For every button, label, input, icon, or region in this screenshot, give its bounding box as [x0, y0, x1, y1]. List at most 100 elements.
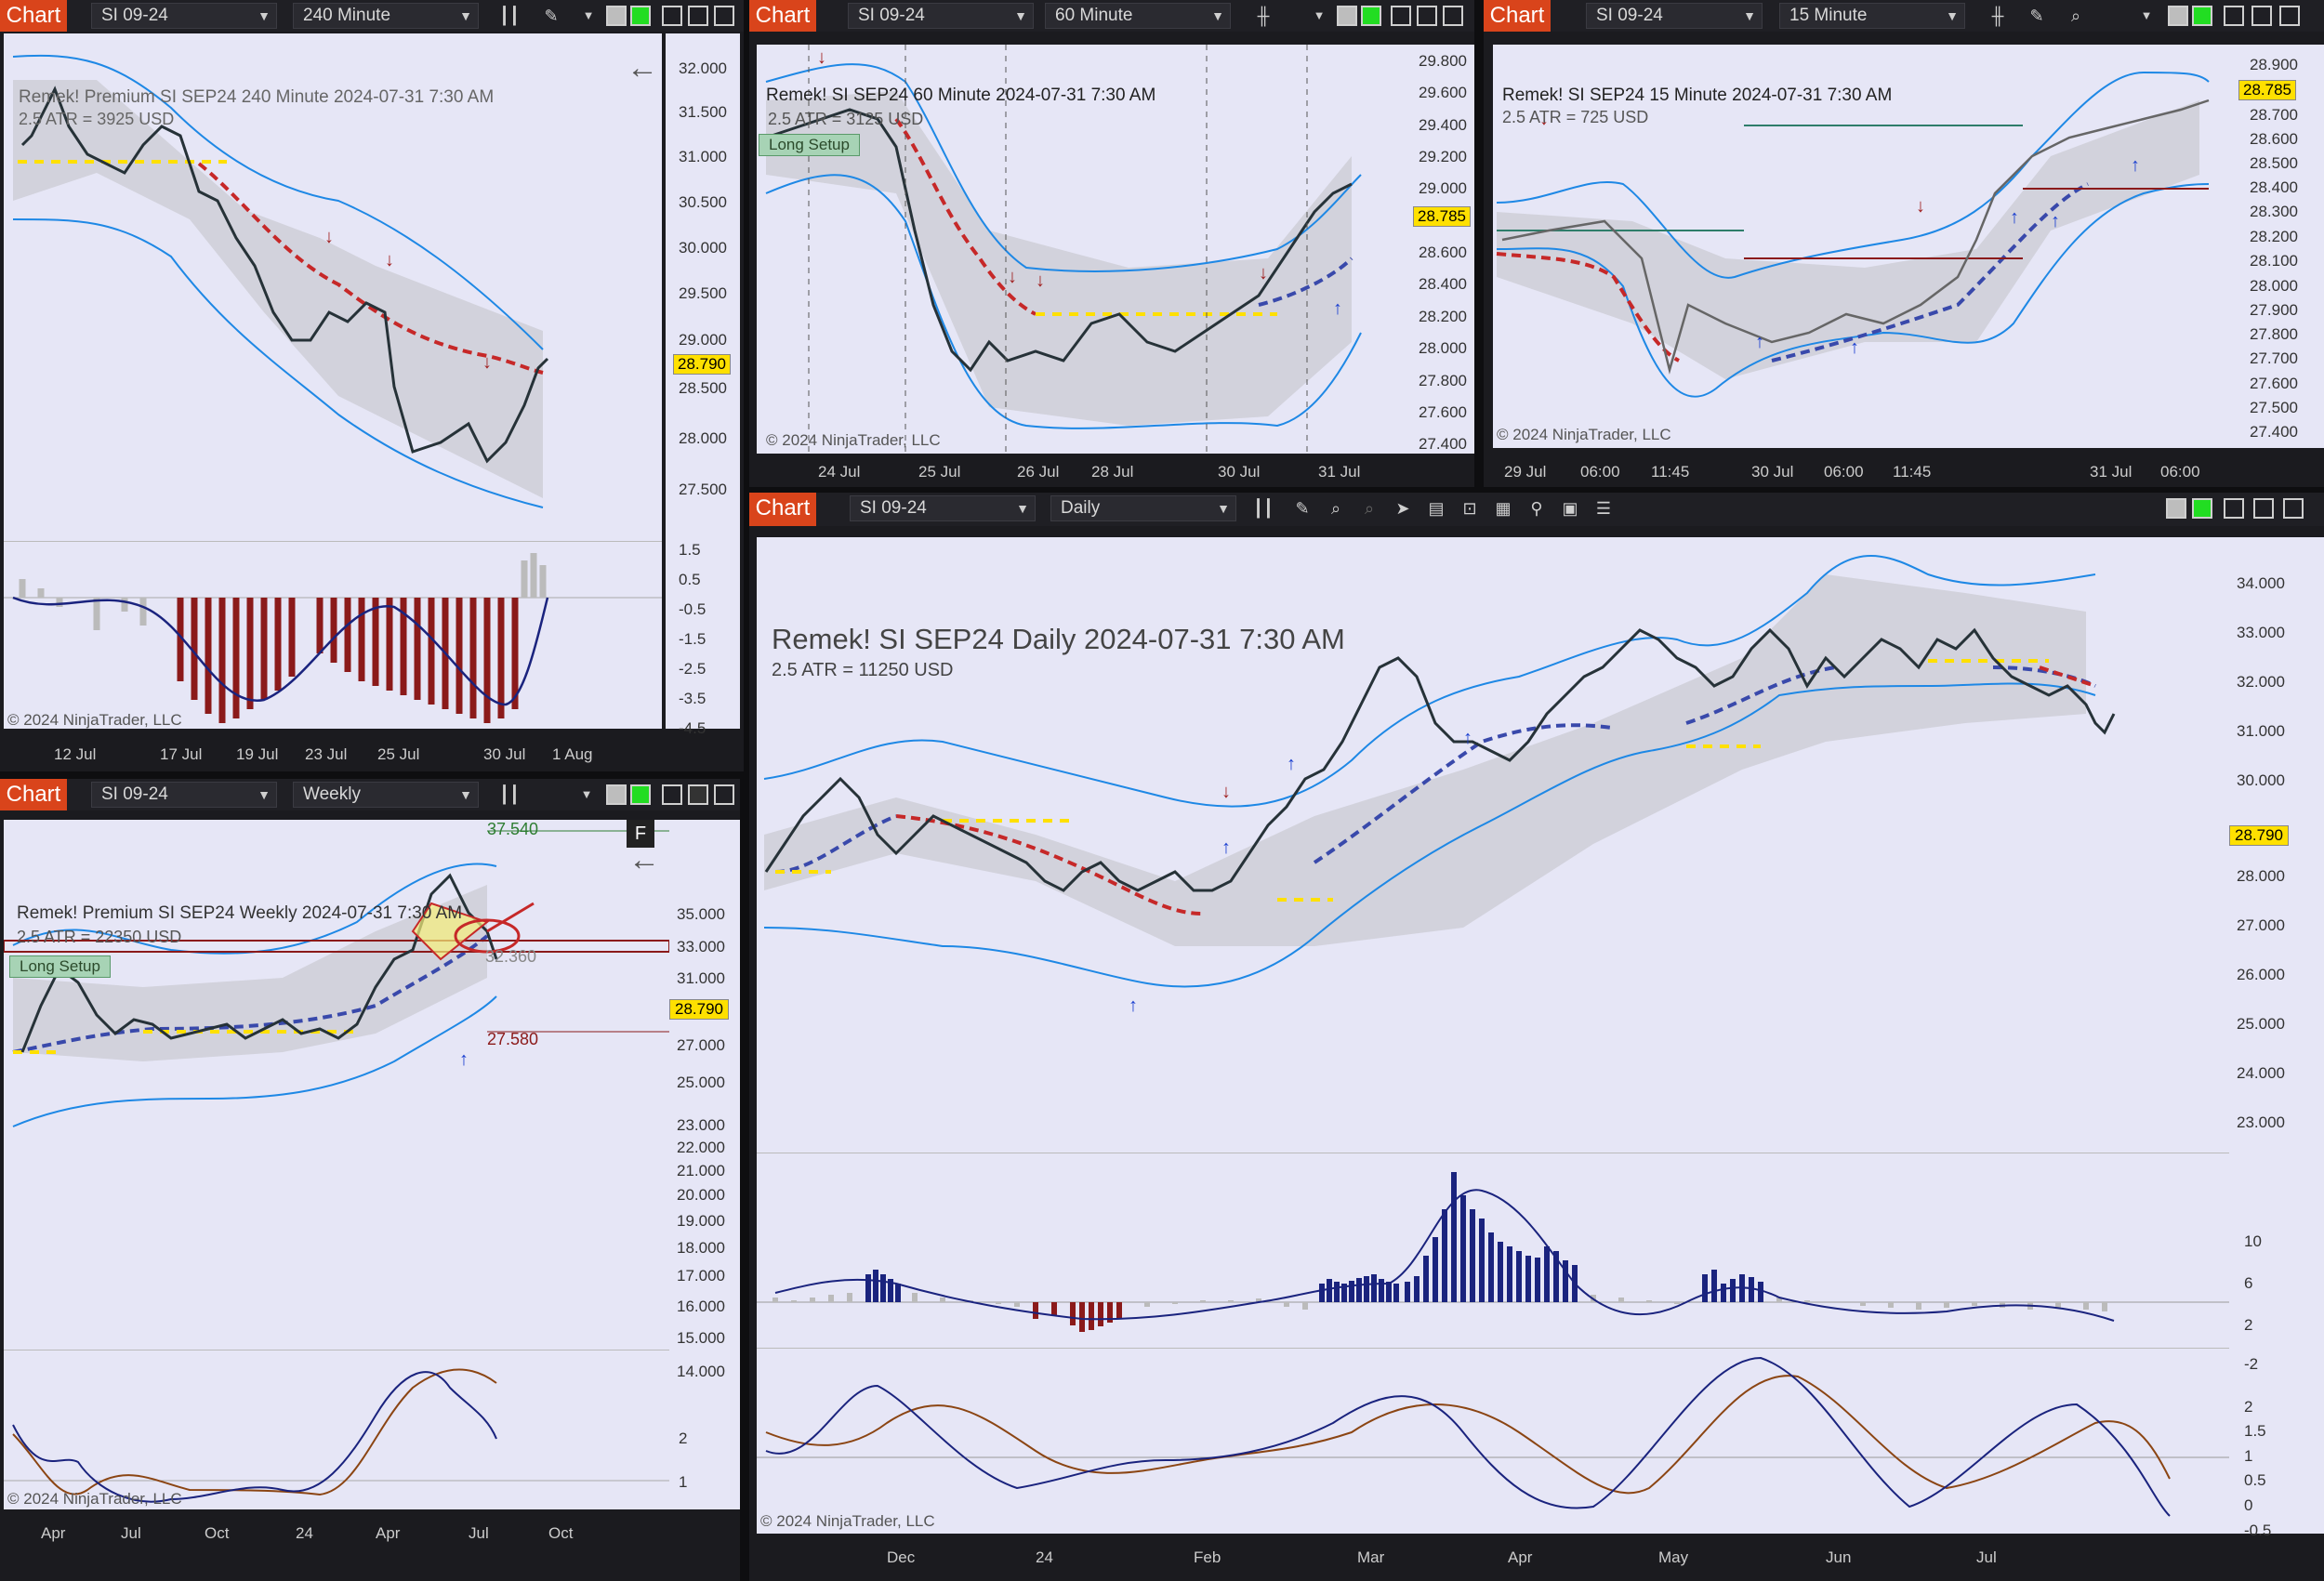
price-chart-svg: ↑ ← [3, 830, 670, 1127]
price-candles [765, 108, 1353, 373]
toggle-button[interactable] [606, 6, 627, 26]
interval-selector[interactable]: 15 Minute ▼ [1779, 3, 1965, 29]
restore-button[interactable] [688, 784, 708, 805]
oscillator-svg [4, 553, 662, 723]
chevron-down-icon: ▼ [1014, 8, 1027, 23]
chart-menu-button[interactable]: Chart [749, 493, 816, 526]
price-plot[interactable]: ↓ ↓ ↑ ↑ ↑ ↑ ↑ Remek! SI SEP24 15 Minute … [1493, 45, 2237, 448]
chevron-down-icon[interactable]: ▼ [2140, 8, 2153, 22]
close-button[interactable] [714, 6, 734, 26]
x-tick: 31 Jul [2090, 463, 2133, 481]
zoom-out-icon[interactable]: ⌕ [1364, 499, 1375, 518]
restore-button[interactable] [688, 6, 708, 26]
restore-button[interactable] [2251, 6, 2272, 26]
instrument-selector[interactable]: SI 09-24 ▼ [848, 3, 1034, 29]
calculator-icon[interactable]: ▣ [1562, 499, 1578, 518]
bar-style-icon[interactable]: ╫ [1991, 7, 2004, 25]
signal-line-bull [1258, 257, 1353, 307]
chevron-down-icon[interactable]: ▼ [1313, 8, 1326, 22]
toggle-button[interactable] [1361, 6, 1381, 26]
instrument-selector[interactable]: SI 09-24 ▼ [850, 495, 1036, 521]
chevron-down-icon[interactable]: ▼ [580, 787, 593, 801]
close-button[interactable] [2283, 498, 2304, 519]
chart-menu-button[interactable]: Chart [0, 779, 67, 810]
y-tick: 19.000 [677, 1212, 725, 1230]
toggle-button[interactable] [2192, 498, 2212, 519]
minimize-button[interactable] [1391, 6, 1411, 26]
copyright: © 2024 NinjaTrader, LLC [7, 711, 182, 729]
close-button[interactable] [714, 784, 734, 805]
instrument-selector[interactable]: SI 09-24 ▼ [1586, 3, 1763, 29]
x-tick: Jul [1976, 1548, 1997, 1566]
toggle-button[interactable] [606, 784, 627, 805]
toggle-button[interactable] [630, 6, 651, 26]
x-tick: Mar [1357, 1548, 1385, 1566]
bar-style-icon[interactable]: ┃┃ [1253, 499, 1274, 518]
oscillator-plot[interactable]: © 2024 NinjaTrader, LLC [4, 541, 662, 729]
drawing-tool-icon[interactable]: ✎ [2029, 7, 2044, 25]
properties-icon[interactable]: ⊡ [1462, 499, 1477, 518]
chart-toolbar: Chart SI 09-24 ▼ 15 Minute ▼ ╫ ✎ ⌕ ▼ [1484, 0, 2324, 32]
x-tick: 19 Jul [236, 745, 279, 763]
bar-style-icon[interactable]: ┃┃ [499, 7, 520, 25]
chevron-down-icon[interactable]: ▼ [582, 8, 595, 22]
instrument-selector[interactable]: SI 09-24 ▼ [91, 3, 277, 29]
minimize-button[interactable] [662, 6, 682, 26]
signal-line-bear [2039, 665, 2096, 688]
strategies-icon[interactable]: ⚲ [1530, 499, 1543, 518]
chart-menu-button[interactable]: Chart [749, 0, 816, 32]
minimize-button[interactable] [2224, 498, 2244, 519]
x-tick: 25 Jul [918, 463, 961, 481]
toggle-button[interactable] [2168, 6, 2188, 26]
list-icon[interactable]: ☰ [1595, 499, 1612, 518]
flag-icon[interactable]: F [627, 820, 654, 848]
minimize-button[interactable] [2224, 6, 2244, 26]
osc-tick: 1.5 [2244, 1422, 2266, 1440]
chart-menu-button[interactable]: Chart [1484, 0, 1551, 32]
copyright: © 2024 NinjaTrader, LLC [766, 431, 941, 449]
interval-selector[interactable]: Daily ▼ [1050, 495, 1236, 521]
interval-selector[interactable]: Weekly ▼ [293, 782, 479, 808]
zoom-icon[interactable]: ⌕ [2070, 7, 2081, 25]
data-box-icon[interactable]: ▤ [1428, 499, 1445, 518]
x-tick: 24 Jul [818, 463, 861, 481]
instrument-label: SI 09-24 [101, 6, 168, 25]
close-button[interactable] [2279, 6, 2300, 26]
chevron-down-icon: ▼ [1743, 8, 1756, 23]
oscillator-plot[interactable]: © 2024 NinjaTrader, LLC [4, 1350, 669, 1509]
toggle-button[interactable] [1337, 6, 1357, 26]
restore-button[interactable] [1417, 6, 1437, 26]
down-arrow-icon: ↓ [1008, 267, 1017, 287]
instrument-selector[interactable]: SI 09-24 ▼ [91, 782, 277, 808]
restore-button[interactable] [2253, 498, 2274, 519]
zoom-in-icon[interactable]: ⌕ [1330, 499, 1341, 518]
down-arrow-icon: ↓ [1036, 270, 1045, 291]
last-price-tag: 28.785 [2238, 80, 2296, 100]
toggle-button[interactable] [2192, 6, 2212, 26]
back-arrow-icon[interactable]: ← [628, 842, 660, 877]
price-chart-svg: ↓ ↓ ↓ ← [12, 50, 658, 508]
toggle-button[interactable] [630, 784, 651, 805]
x-tick: 12 Jul [54, 745, 97, 763]
signal-line [765, 1375, 2171, 1495]
close-button[interactable] [1443, 6, 1463, 26]
drawing-tool-icon[interactable]: ✎ [544, 7, 559, 25]
up-arrow-icon: ↑ [1463, 728, 1472, 748]
interval-selector[interactable]: 60 Minute ▼ [1045, 3, 1231, 29]
histogram-plot[interactable] [757, 1153, 2229, 1348]
bar-style-icon[interactable]: ┃┃ [499, 785, 520, 804]
bar-style-icon[interactable]: ╫ [1257, 7, 1270, 25]
minimize-button[interactable] [662, 784, 682, 805]
interval-selector[interactable]: 240 Minute ▼ [293, 3, 479, 29]
upper-band [1496, 71, 2210, 279]
toggle-button[interactable] [2166, 498, 2186, 519]
pointer-icon[interactable]: ➤ [1395, 499, 1410, 518]
chart-menu-button[interactable]: Chart [0, 0, 67, 32]
oscillator-plot[interactable]: © 2024 NinjaTrader, LLC [757, 1348, 2229, 1534]
drawing-tool-icon[interactable]: ✎ [1295, 499, 1310, 518]
last-price-tag: 28.790 [673, 354, 731, 375]
price-plot[interactable]: ↓ ↓ ↓ ↓ ↑ Remek! SI SEP24 60 Minute 2024… [757, 45, 1413, 454]
indicators-icon[interactable]: ▦ [1495, 499, 1512, 518]
back-arrow-icon[interactable]: ← [627, 50, 658, 86]
y-tick: 28.600 [1419, 244, 1467, 261]
